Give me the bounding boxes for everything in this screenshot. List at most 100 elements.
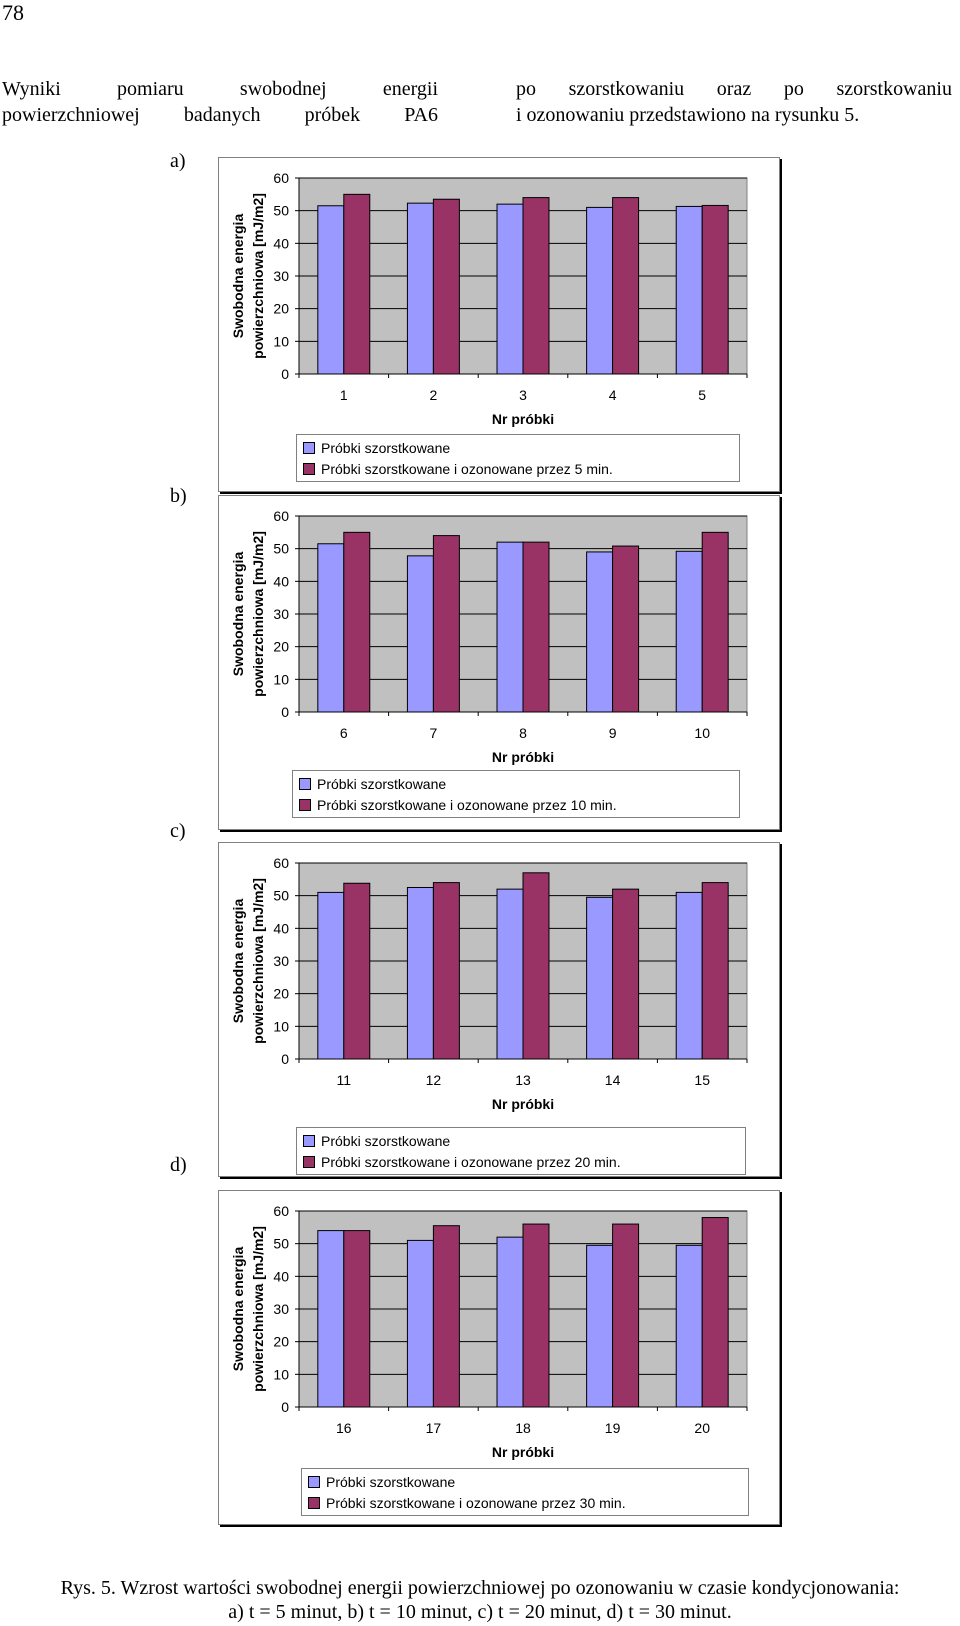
y-tick-label: 0 bbox=[281, 704, 289, 720]
legend-swatch-series1 bbox=[299, 777, 311, 790]
legend-label-series2: Próbki szorstkowane i ozonowane przez 30… bbox=[326, 1494, 626, 1511]
legend-entry-series1: Próbki szorstkowane bbox=[299, 773, 733, 794]
bar-series1-14 bbox=[586, 896, 614, 1060]
x-tick-label: 18 bbox=[515, 1420, 531, 1436]
legend-label-series1: Próbki szorstkowane bbox=[317, 775, 447, 792]
bar-series1-19 bbox=[586, 1244, 614, 1408]
y-tick-label: 50 bbox=[273, 541, 289, 557]
chart-svg-d: 0 10 20 30 40 50 60 16 17 18 19 20 Nr próbki Swobodna… bbox=[230, 1203, 748, 1460]
x-axis-title: Nr próbki bbox=[492, 411, 554, 427]
bar-series1-1 bbox=[317, 205, 345, 375]
legend-entry-series2: Próbki szorstkowane i ozonowane przez 30… bbox=[308, 1492, 742, 1513]
y-tick-label: 50 bbox=[273, 1236, 289, 1252]
y-tick-label: 30 bbox=[273, 1301, 289, 1317]
intro-left-line2: powierzchniowej badanych próbek PA6 bbox=[2, 104, 438, 126]
y-tick-label: 0 bbox=[281, 366, 289, 382]
y-axis-title-line1: Swobodna energia bbox=[230, 552, 246, 677]
panel-letter-b: b) bbox=[170, 485, 187, 507]
y-axis-title-line1: Swobodna energia bbox=[230, 1247, 246, 1372]
legend-label-series1: Próbki szorstkowane bbox=[321, 439, 451, 456]
intro-right-line1: po szorstkowaniu oraz po szorstkowaniu bbox=[516, 78, 952, 100]
x-axis-title: Nr próbki bbox=[492, 749, 554, 765]
bar-series2-16 bbox=[343, 1230, 371, 1408]
legend-entry-series2: Próbki szorstkowane i ozonowane przez 20… bbox=[303, 1151, 739, 1172]
chart-svg-c: 0 10 20 30 40 50 60 11 12 13 14 15 Nr próbki Swobodna… bbox=[230, 855, 748, 1112]
y-axis-title-line2: powierzchniowa [mJ/m2] bbox=[250, 1226, 266, 1392]
bar-series2-12 bbox=[432, 882, 460, 1060]
x-tick-label: 17 bbox=[426, 1420, 442, 1436]
figure-caption: Rys. 5. Wzrost wartości swobodnej energi… bbox=[0, 1576, 960, 1624]
legend-entry-series1: Próbki szorstkowane bbox=[303, 437, 733, 458]
bar-series1-6 bbox=[317, 543, 345, 713]
y-tick-label: 20 bbox=[273, 1334, 289, 1350]
y-axis-title-line1: Swobodna energia bbox=[230, 899, 246, 1024]
legend-label-series1: Próbki szorstkowane bbox=[326, 1473, 456, 1490]
y-tick-label: 0 bbox=[281, 1399, 289, 1415]
y-tick-label: 10 bbox=[273, 1366, 289, 1382]
bar-series1-15 bbox=[675, 891, 703, 1060]
x-tick-label: 19 bbox=[605, 1420, 621, 1436]
panel-letter-a: a) bbox=[170, 150, 186, 172]
panel-letter-d: d) bbox=[170, 1154, 187, 1176]
x-tick-label: 4 bbox=[609, 387, 617, 403]
chart-svg-b: 0 10 20 30 40 50 60 6 7 8 9 10 Nr próbki Swobodna ene… bbox=[230, 508, 748, 765]
y-tick-label: 10 bbox=[273, 333, 289, 349]
legend-swatch-series1 bbox=[308, 1475, 320, 1488]
legend-entry-series2: Próbki szorstkowane i ozonowane przez 5 … bbox=[303, 458, 733, 479]
y-axis-title-line2: powierzchniowa [mJ/m2] bbox=[250, 531, 266, 697]
legend-swatch-series2 bbox=[299, 798, 311, 811]
y-axis-title-line1: Swobodna energia bbox=[230, 214, 246, 339]
bar-series2-9 bbox=[612, 545, 640, 713]
caption-line1: Rys. 5. Wzrost wartości swobodnej energi… bbox=[60, 1577, 900, 1599]
y-tick-label: 20 bbox=[273, 301, 289, 317]
bar-series1-4 bbox=[586, 206, 614, 375]
bar-series1-18 bbox=[496, 1236, 524, 1408]
y-tick-label: 50 bbox=[273, 203, 289, 219]
y-axis-title-line2: powierzchniowa [mJ/m2] bbox=[250, 878, 266, 1044]
bar-series1-7 bbox=[406, 555, 434, 713]
x-tick-label: 7 bbox=[430, 725, 438, 741]
x-tick-label: 10 bbox=[694, 725, 710, 741]
page-number: 78 bbox=[2, 0, 24, 25]
y-tick-label: 60 bbox=[273, 1203, 289, 1219]
x-tick-label: 1 bbox=[340, 387, 348, 403]
x-tick-label: 2 bbox=[430, 387, 438, 403]
x-tick-label: 20 bbox=[694, 1420, 710, 1436]
bar-series1-16 bbox=[317, 1230, 345, 1408]
bar-series1-10 bbox=[675, 550, 703, 713]
caption-line2: a) t = 5 minut, b) t = 10 minut, c) t = … bbox=[228, 1601, 732, 1623]
y-tick-label: 60 bbox=[273, 170, 289, 186]
y-tick-label: 10 bbox=[273, 671, 289, 687]
chart-svg-a: 0 10 20 30 40 50 60 1 2 3 4 5 Nr próbki Swobodna ener… bbox=[230, 170, 748, 427]
bar-series1-3 bbox=[496, 203, 524, 375]
legend-swatch-series2 bbox=[303, 462, 315, 475]
bar-series1-12 bbox=[406, 887, 434, 1060]
x-axis-title: Nr próbki bbox=[492, 1444, 554, 1460]
legend-label-series2: Próbki szorstkowane i ozonowane przez 20… bbox=[321, 1153, 621, 1170]
bar-series2-17 bbox=[432, 1225, 460, 1408]
bar-series2-3 bbox=[522, 197, 550, 375]
bar-series2-19 bbox=[612, 1223, 640, 1408]
bar-series2-20 bbox=[701, 1217, 729, 1408]
legend-swatch-series1 bbox=[303, 441, 315, 454]
y-tick-label: 10 bbox=[273, 1018, 289, 1034]
bar-series2-8 bbox=[522, 541, 550, 713]
bar-series1-20 bbox=[675, 1244, 703, 1408]
legend-entry-series1: Próbki szorstkowane bbox=[308, 1471, 742, 1492]
legend-swatch-series1 bbox=[303, 1134, 315, 1147]
legend-c: Próbki szorstkowane Próbki szorstkowane … bbox=[296, 1127, 746, 1175]
bar-series2-15 bbox=[701, 882, 729, 1060]
bar-series2-14 bbox=[612, 888, 640, 1060]
x-tick-label: 11 bbox=[337, 1072, 352, 1088]
x-tick-label: 9 bbox=[609, 725, 617, 741]
legend-label-series2: Próbki szorstkowane i ozonowane przez 5 … bbox=[321, 460, 613, 477]
legend-d: Próbki szorstkowane Próbki szorstkowane … bbox=[301, 1468, 749, 1516]
intro-left-text: Wyniki pomiaru swobodnej energii powierz… bbox=[2, 76, 438, 128]
legend-swatch-series2 bbox=[303, 1155, 315, 1168]
y-axis-title-line2: powierzchniowa [mJ/m2] bbox=[250, 193, 266, 359]
legend-label-series1: Próbki szorstkowane bbox=[321, 1132, 451, 1149]
intro-left-line1: Wyniki pomiaru swobodnej energii bbox=[2, 78, 438, 100]
bar-series2-7 bbox=[432, 535, 460, 713]
legend-entry-series2: Próbki szorstkowane i ozonowane przez 10… bbox=[299, 794, 733, 815]
bar-series2-2 bbox=[432, 198, 460, 375]
